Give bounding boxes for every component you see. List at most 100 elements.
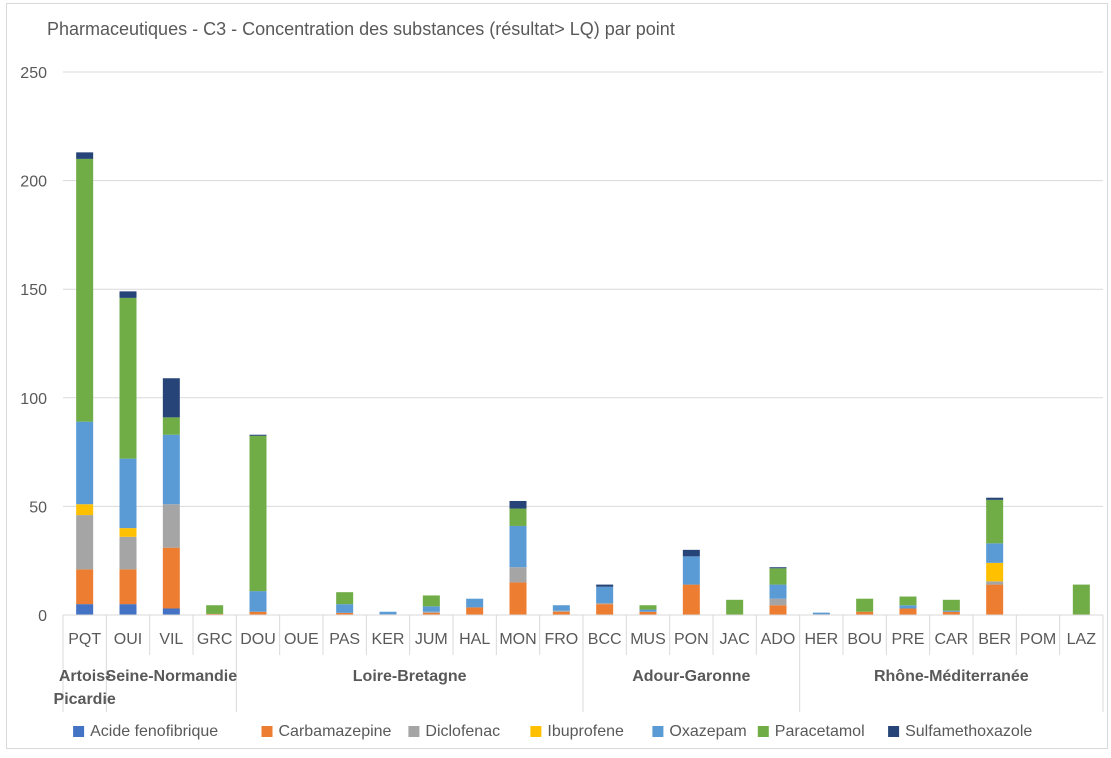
x-group-label: Rhône-Méditerranée — [874, 668, 1029, 685]
bar-segment — [682, 584, 700, 615]
bar-segment — [552, 611, 570, 615]
bar-segment — [119, 297, 137, 459]
legend-swatch — [530, 726, 542, 737]
bar-segment — [856, 611, 874, 615]
legend-label: Ibuprofene — [547, 723, 624, 740]
bar-segment — [812, 612, 830, 615]
bar-segment — [769, 605, 787, 615]
legend-label: Diclofenac — [425, 723, 500, 740]
bar-segment — [466, 598, 484, 608]
bar-segment — [596, 584, 614, 587]
bar-segment — [942, 610, 960, 612]
y-tick-label: 50 — [29, 499, 47, 516]
bar-segment — [596, 586, 614, 604]
bar-segment — [986, 543, 1004, 563]
bar-segment — [422, 606, 440, 612]
x-category-label: VIL — [159, 631, 183, 648]
x-category-label: POM — [1020, 631, 1056, 648]
bar-segment — [596, 604, 614, 615]
bar-segment — [942, 599, 960, 611]
bar-segment — [466, 607, 484, 615]
bar-segment — [639, 611, 657, 615]
bar-segment — [336, 592, 354, 605]
bar-segment — [76, 421, 94, 505]
y-tick-label: 0 — [38, 608, 47, 625]
bar-segment — [162, 504, 180, 548]
x-category-label: HAL — [459, 631, 490, 648]
x-category-label: PAS — [329, 631, 360, 648]
bar-segment — [162, 434, 180, 505]
bar-segment — [856, 598, 874, 612]
x-category-label: ADO — [761, 631, 796, 648]
bar-segment — [596, 603, 614, 605]
x-axis — [62, 614, 1104, 712]
legend-label: Paracetamol — [775, 723, 865, 740]
bar-segment — [899, 608, 917, 615]
y-tick-label: 100 — [20, 391, 47, 408]
bar-segment — [119, 604, 137, 615]
bar-segment — [76, 604, 94, 615]
bar-segment — [76, 515, 94, 570]
legend-label: Sulfamethoxazole — [905, 723, 1032, 740]
x-category-label: BOU — [847, 631, 882, 648]
bar-segment — [206, 605, 224, 614]
bars — [76, 152, 1090, 615]
x-category-label: PRE — [892, 631, 925, 648]
x-axis-group-labels: Artois- Picardie Seine-Normandie Loire-Bret… — [54, 668, 1029, 708]
x-category-label: PON — [674, 631, 709, 648]
bar-segment — [162, 547, 180, 609]
x-group-label: Loire-Bretagne — [353, 668, 467, 685]
y-tick-label: 250 — [20, 65, 47, 82]
x-category-label: MON — [499, 631, 536, 648]
chart-title: Pharmaceutiques - C3 - Concentration des… — [47, 19, 675, 39]
bar-segment — [162, 417, 180, 435]
bar-segment — [509, 525, 527, 568]
x-group-label: Artois- — [59, 668, 111, 685]
legend-swatch — [652, 726, 664, 737]
bar-segment — [119, 569, 137, 605]
bar-segment — [379, 611, 397, 615]
bar-segment — [249, 434, 267, 436]
bar-segment — [942, 611, 960, 615]
bar-segment — [899, 605, 917, 609]
bar-segment — [76, 158, 94, 422]
bar-segment — [249, 611, 267, 615]
x-category-label: BER — [978, 631, 1011, 648]
bar-segment — [162, 378, 180, 418]
bar-segment — [336, 604, 354, 613]
bar-segment — [509, 582, 527, 615]
x-axis-category-labels: PQT OUI VIL GRC DOU OUE PAS KER JUM HAL MON FRO BCC M… — [68, 631, 1096, 648]
bar-segment — [76, 569, 94, 605]
x-group-label: Picardie — [54, 691, 116, 708]
bar-segment — [422, 611, 440, 613]
bar-segment — [682, 549, 700, 557]
bar-segment — [422, 595, 440, 607]
bar-segment — [986, 499, 1004, 544]
bar-segment — [552, 605, 570, 611]
y-axis-tick-labels: 0 50 100 150 200 250 — [20, 65, 47, 625]
bar-segment — [986, 581, 1004, 585]
legend-swatch — [757, 726, 769, 737]
bar-segment — [986, 562, 1004, 582]
bar-segment — [509, 500, 527, 509]
legend-label: Carbamazepine — [279, 723, 392, 740]
legend-label: Oxazepam — [669, 723, 746, 740]
bar-segment — [119, 528, 137, 537]
x-category-label: KER — [372, 631, 405, 648]
bar-segment — [899, 596, 917, 606]
legend-label: Acide fenofibrique — [90, 723, 218, 740]
x-category-label: LAZ — [1067, 631, 1097, 648]
x-category-label: BCC — [588, 631, 622, 648]
bar-segment — [769, 598, 787, 606]
x-category-label: GRC — [197, 631, 233, 648]
y-tick-label: 200 — [20, 174, 47, 191]
bar-segment — [336, 612, 354, 615]
legend-swatch — [73, 726, 85, 737]
chart-border — [6, 3, 1108, 749]
bar-segment — [726, 599, 744, 615]
bar-segment — [119, 458, 137, 529]
x-category-label: MUS — [630, 631, 666, 648]
legend-swatch — [408, 726, 420, 737]
